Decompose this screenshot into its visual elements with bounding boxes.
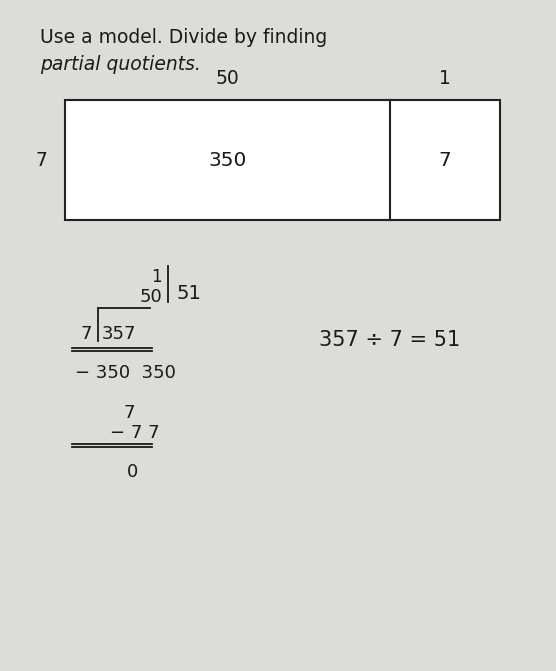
Text: 7: 7 xyxy=(123,404,135,422)
Text: 1: 1 xyxy=(151,268,162,286)
Text: Use a model. Divide by finding: Use a model. Divide by finding xyxy=(40,28,327,47)
Text: 7: 7 xyxy=(439,150,451,170)
Text: 7: 7 xyxy=(35,150,47,170)
Text: 50: 50 xyxy=(216,69,240,88)
Text: 1: 1 xyxy=(439,69,451,88)
Text: − 7 7: − 7 7 xyxy=(110,424,160,442)
Bar xyxy=(65,100,500,220)
Text: 357: 357 xyxy=(102,325,137,343)
Text: − 350  350: − 350 350 xyxy=(75,364,176,382)
Text: 350: 350 xyxy=(208,150,247,170)
Text: partial quotients.: partial quotients. xyxy=(40,55,201,74)
Text: 51: 51 xyxy=(176,284,201,303)
Text: 357 ÷ 7 = 51: 357 ÷ 7 = 51 xyxy=(319,330,460,350)
Text: 0: 0 xyxy=(127,463,138,481)
Text: 7: 7 xyxy=(80,325,92,343)
Text: 50: 50 xyxy=(139,288,162,306)
